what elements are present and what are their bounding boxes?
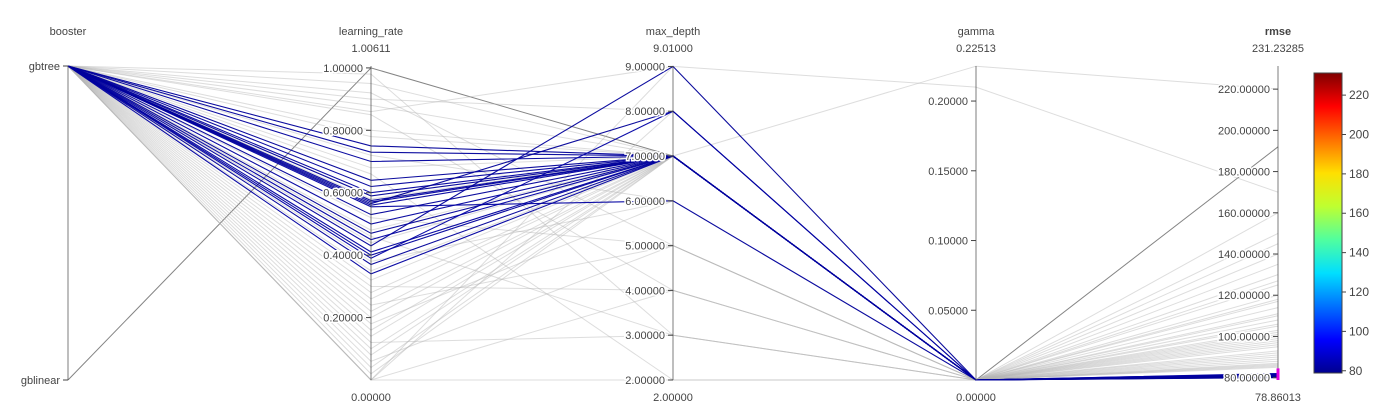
constraint-range-brush[interactable]: [1276, 368, 1280, 380]
axis-title-booster: booster: [50, 26, 87, 38]
tick-label-0-10000: 0.10000: [928, 236, 968, 248]
tick-label-120-00000: 120.00000: [1218, 290, 1270, 302]
axis-gamma[interactable]: gamma 0.22513 0.00000 0.05000 0.10000 0.15000…: [927, 26, 996, 404]
colorbar-tick-220: 220: [1349, 88, 1369, 102]
colorbar-tick-160: 160: [1349, 206, 1369, 220]
tick-label-1-00000: 1.00000: [323, 63, 363, 75]
axis-range-min-rmse: 78.86013: [1255, 392, 1301, 404]
colorbar-tick-200: 200: [1349, 127, 1369, 141]
tick-label-80-00000: 80.00000: [1224, 373, 1270, 385]
tick-label-4-00000: 4.00000: [625, 285, 665, 297]
tick-label-8-00000: 8.00000: [625, 106, 665, 118]
axis-title-rmse: rmse: [1265, 26, 1291, 38]
axis-range-max-max-depth: 9.01000: [653, 43, 693, 55]
tick-label-3-00000: 3.00000: [625, 330, 665, 342]
tick-label-0-20000: 0.20000: [928, 96, 968, 108]
tick-label-220-00000: 220.00000: [1218, 84, 1270, 96]
tick-label-0-40000: 0.40000: [323, 250, 363, 262]
tick-label-9-00000: 9.00000: [625, 61, 665, 73]
tick-label-140-00000: 140.00000: [1218, 249, 1270, 261]
colorbar: 80 100 120 140 160 180 200 220: [1313, 72, 1369, 378]
axis-rmse[interactable]: rmse 231.23285 78.86013 80.00000 100.00000 12…: [1217, 26, 1305, 404]
axis-range-min-max-depth: 2.00000: [653, 392, 693, 404]
axis-title-max-depth: max_depth: [646, 26, 700, 38]
axis-learning-rate[interactable]: learning_rate 1.00611 0.00000 0.20000 0.4000…: [322, 26, 403, 404]
axis-max-depth[interactable]: max_depth 9.01000 2.00000 2.00000 3.00000 4.0…: [624, 26, 700, 404]
axes-group: booster gbtree gblinear learning_rate 1.0061…: [21, 26, 1304, 404]
colorbar-tick-180: 180: [1349, 167, 1369, 181]
colorbar-tick-140: 140: [1349, 246, 1369, 260]
tick-label-gbtree: gbtree: [29, 61, 60, 73]
tick-label-0-05000: 0.05000: [928, 305, 968, 317]
axis-range-max-learning-rate: 1.00611: [352, 43, 391, 55]
axis-range-max-gamma: 0.22513: [956, 43, 996, 55]
axis-range-min-gamma: 0.00000: [956, 392, 996, 404]
axis-title-learning-rate: learning_rate: [339, 26, 403, 38]
tick-label-0-80000: 0.80000: [323, 125, 363, 137]
tick-label-7-00000: 7.00000: [625, 151, 665, 163]
tick-label-0-60000: 0.60000: [323, 188, 363, 200]
axis-title-gamma: gamma: [958, 26, 996, 38]
tick-label-6-00000: 6.00000: [625, 196, 665, 208]
colorbar-tick-80: 80: [1349, 364, 1363, 378]
tick-label-0-20000: 0.20000: [323, 313, 363, 325]
colorbar-gradient-bar: [1313, 72, 1343, 374]
tick-label-100-00000: 100.00000: [1218, 331, 1270, 343]
tick-label-5-00000: 5.00000: [625, 241, 665, 253]
axis-range-max-rmse: 231.23285: [1252, 43, 1304, 55]
tick-label-2-00000: 2.00000: [625, 375, 665, 387]
colorbar-tick-120: 120: [1349, 285, 1369, 299]
tick-label-200-00000: 200.00000: [1218, 125, 1270, 137]
colorbar-tick-100: 100: [1349, 324, 1369, 338]
tick-label-0-15000: 0.15000: [928, 166, 968, 178]
tick-label-gblinear: gblinear: [21, 375, 60, 387]
axis-booster[interactable]: booster gbtree gblinear: [21, 26, 87, 387]
tick-label-160-00000: 160.00000: [1218, 208, 1270, 220]
axis-range-min-learning-rate: 0.00000: [351, 392, 391, 404]
tick-label-180-00000: 180.00000: [1218, 167, 1270, 179]
